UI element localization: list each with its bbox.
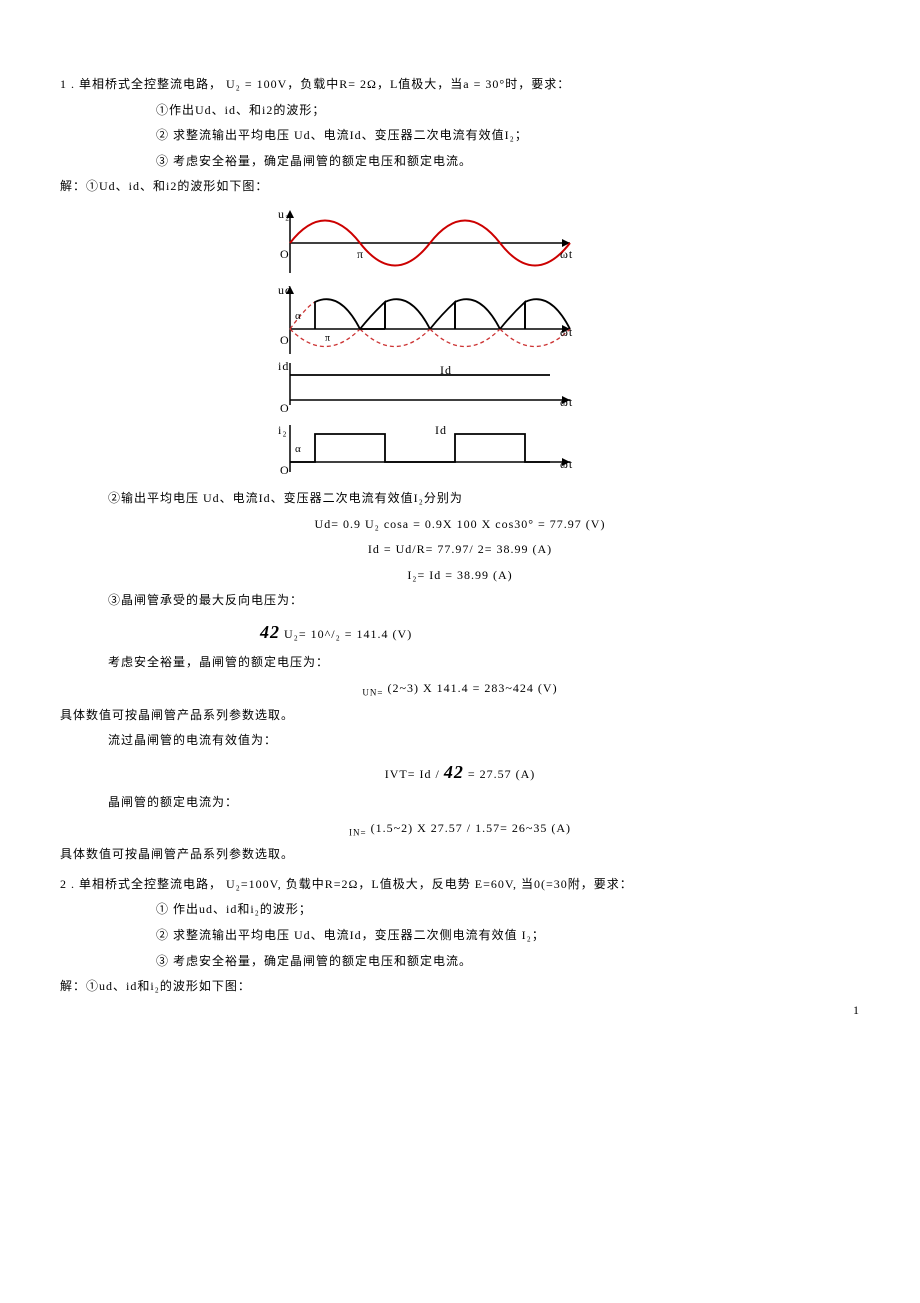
eq-in: (1.5~2) X 27.57 / 1.57= 26~35 (A) — [371, 821, 571, 835]
q1-req3: ③ 考虑安全裕量，确定晶闸管的额定电压和额定电流。 — [60, 151, 860, 173]
eq-u2-prefix: 42 — [260, 622, 280, 642]
eq-ivt-mid: 42 — [444, 762, 464, 782]
label-alpha-1: α — [295, 307, 302, 327]
q1-sol2-head: ②输出平均电压 Ud、电流Id、变压器二次电流有效值I₂分别为 — [60, 488, 860, 510]
eq-ivt-wrap: IVT= Id / 42 = 27.57 (A) — [60, 756, 860, 788]
plot-id: id Id O ωt — [260, 360, 600, 416]
q1-note2: 具体数值可按晶闸管产品系列参数选取。 — [60, 844, 860, 866]
label-alpha-2: α — [295, 440, 302, 460]
eq-ivt-left: IVT= Id / — [385, 767, 444, 781]
eq-ud: Ud= 0.9 U₂ cosa = 0.9X 100 X cos30° = 77… — [60, 514, 860, 536]
q1-sol-head: 解：①Ud、id、和i2的波形如下图： — [60, 176, 860, 198]
q2-req1: ① 作出ud、id和i₂的波形； — [60, 899, 860, 921]
q1-req1: ①作出Ud、id、和i2的波形； — [60, 100, 860, 122]
eq-u2-wrap: 42 U₂= 10^/₂ = 141.4 (V) — [60, 616, 860, 648]
page-number: 1 — [853, 1000, 860, 1022]
q1-req2: ② 求整流输出平均电压 Ud、电流Id、变压器二次电流有效值I₂； — [60, 125, 860, 147]
q1-sol3-head: ③晶闸管承受的最大反向电压为： — [60, 590, 860, 612]
q1-in-head: 晶闸管的额定电流为： — [60, 792, 860, 814]
q2-req2: ② 求整流输出平均电压 Ud、电流Id，变压器二次侧电流有效值 I₂； — [60, 925, 860, 947]
label-pi: π — [357, 244, 364, 266]
label-wt-3: ωt — [560, 392, 573, 414]
eq-i2: I₂= Id = 38.99 (A) — [60, 565, 860, 587]
label-O-1: O — [280, 244, 290, 266]
label-pi-2: π — [325, 330, 331, 348]
label-O-3: O — [280, 398, 290, 420]
eq-un-wrap: UN= (2~3) X 141.4 = 283~424 (V) — [60, 678, 860, 701]
q2-sol-head: 解：①ud、id和i₂的波形如下图： — [60, 976, 860, 998]
q1-margin1: 考虑安全裕量，晶闸管的额定电压为： — [60, 652, 860, 674]
eq-in-prefix: IN= — [349, 827, 367, 837]
plot-ud: ud α O π ωt — [260, 284, 600, 354]
label-Id-1: Id — [440, 360, 452, 382]
eq-id: Id = Ud/R= 77.97/ 2= 38.99 (A) — [60, 539, 860, 561]
label-i2: i₂ — [278, 420, 288, 442]
label-wt-2: ωt — [560, 322, 573, 344]
label-O-4: O — [280, 460, 290, 482]
eq-u2: U₂= 10^/₂ = 141.4 (V) — [280, 627, 412, 641]
label-u2: u₂ — [278, 204, 290, 226]
q1-note1: 具体数值可按晶闸管产品系列参数选取。 — [60, 705, 860, 727]
label-ud: ud — [278, 280, 292, 302]
q2-req3: ③ 考虑安全裕量，确定晶闸管的额定电压和额定电流。 — [60, 951, 860, 973]
label-O-2: O — [280, 330, 290, 352]
eq-ivt-right: = 27.57 (A) — [464, 767, 535, 781]
eq-un: (2~3) X 141.4 = 283~424 (V) — [388, 681, 558, 695]
label-wt-1: ωt — [560, 244, 573, 266]
q2-stem: 2 . 单相桥式全控整流电路， U₂=100V, 负载中R=2Ω，L值极大，反电… — [60, 874, 860, 896]
eq-in-wrap: IN= (1.5~2) X 27.57 / 1.57= 26~35 (A) — [60, 818, 860, 841]
label-Id-2: Id — [435, 420, 447, 442]
label-id: id — [278, 356, 289, 378]
eq-un-prefix: UN= — [362, 687, 383, 697]
q1-ivt-head: 流过晶闸管的电流有效值为： — [60, 730, 860, 752]
plot-i2: i₂ α Id O ωt — [260, 422, 600, 478]
label-wt-4: ωt — [560, 454, 573, 476]
waveform-diagram: u₂ O π ωt ud — [260, 208, 600, 478]
q1-stem: 1 . 单相桥式全控整流电路， U₂ = 100V，负载中R= 2Ω，L值极大，… — [60, 74, 860, 96]
plot-u2: u₂ O π ωt — [260, 208, 600, 278]
